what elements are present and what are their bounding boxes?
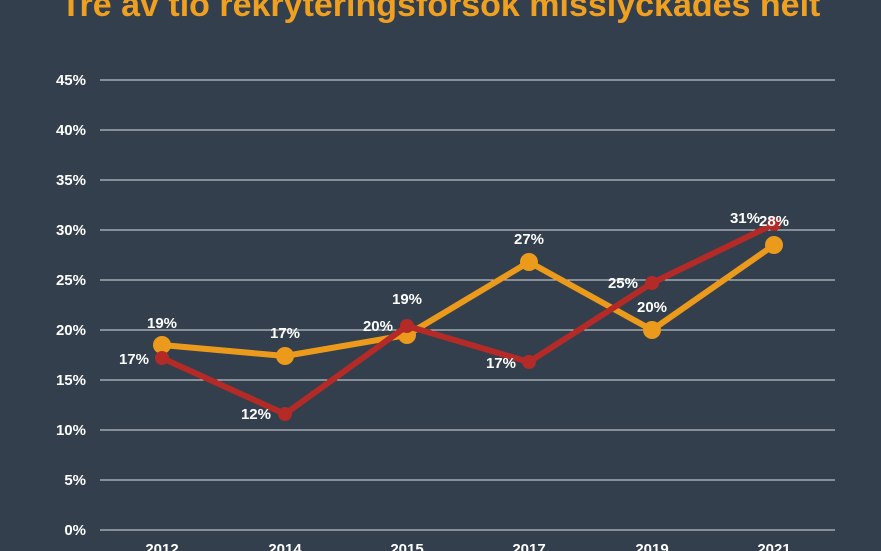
series-line-1 [159, 221, 777, 417]
x-tick-label: 2019 [635, 541, 668, 551]
series-point-1 [155, 351, 169, 365]
series-point-1 [400, 319, 414, 333]
x-tick-label: 2015 [390, 541, 423, 551]
series-point-1 [522, 355, 536, 369]
x-tick-label: 2012 [145, 541, 178, 551]
y-tick-label: 5% [64, 472, 86, 489]
data-label: 20% [637, 299, 667, 316]
data-label: 17% [119, 351, 149, 368]
data-label: 19% [147, 315, 177, 332]
y-tick-label: 20% [56, 322, 86, 339]
x-tick-label: 2021 [757, 541, 790, 551]
series-point-0 [643, 321, 661, 339]
series-point-1 [767, 217, 781, 231]
data-label: 25% [608, 275, 638, 292]
series-point-0 [765, 236, 783, 254]
data-label: 20% [363, 318, 393, 335]
y-tick-label: 40% [56, 122, 86, 139]
series-line-0 [159, 242, 777, 359]
data-label: 28% [759, 213, 789, 230]
series-point-0 [276, 347, 294, 365]
y-tick-label: 45% [56, 72, 86, 89]
x-tick-label: 2017 [512, 541, 545, 551]
y-tick-label: 25% [56, 272, 86, 289]
data-label: 12% [241, 406, 271, 423]
chart-title: Tre av tio rekryteringsförsök misslyckad… [60, 0, 821, 24]
data-label: 17% [270, 325, 300, 342]
x-tick-label: 2014 [268, 541, 302, 551]
data-label: 31% [730, 210, 760, 227]
data-label: 27% [514, 231, 544, 248]
y-tick-label: 15% [56, 372, 86, 389]
series-point-1 [645, 276, 659, 290]
series-point-0 [520, 253, 538, 271]
y-tick-label: 30% [56, 222, 86, 239]
y-tick-label: 35% [56, 172, 86, 189]
series-point-0 [153, 336, 171, 354]
series-point-1 [278, 407, 292, 421]
data-label: 19% [392, 291, 422, 308]
y-tick-label: 10% [56, 422, 86, 439]
y-tick-label: 0% [64, 522, 86, 539]
data-label: 17% [486, 355, 516, 372]
